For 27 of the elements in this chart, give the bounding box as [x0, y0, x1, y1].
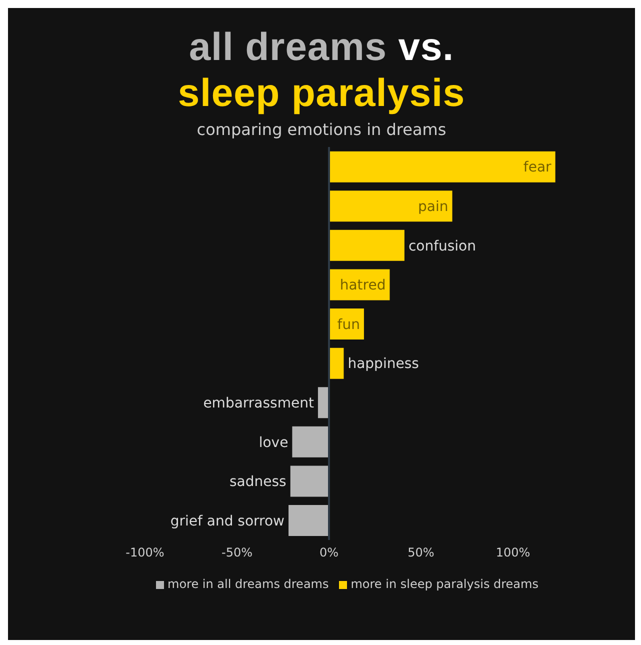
- bar: [288, 505, 329, 536]
- x-tick-label: 50%: [408, 546, 434, 560]
- bar: [329, 230, 404, 261]
- x-tick-label: -100%: [126, 546, 164, 560]
- bar: [290, 466, 329, 497]
- chart-subtitle: comparing emotions in dreams: [196, 119, 448, 141]
- bar: [329, 151, 556, 182]
- y-tick-label: hatred: [340, 278, 386, 294]
- y-tick-label: embarrassment: [203, 396, 314, 412]
- bar: [318, 387, 329, 418]
- y-tick-label: sadness: [230, 474, 286, 490]
- x-tick-label: -50%: [221, 546, 253, 560]
- y-tick-label: happiness: [348, 356, 419, 372]
- legend-label: more in all dreams dreams: [168, 577, 329, 591]
- y-tick-label: love: [258, 434, 288, 451]
- chart-title: all dreams vs. sleep paralysis: [176, 26, 466, 117]
- y-tick-label: grief and sorrow: [170, 513, 285, 530]
- legend-label: more in sleep paralysis dreams: [350, 577, 538, 591]
- y-tick-label: confusion: [408, 238, 476, 254]
- y-tick-label: fear: [523, 160, 552, 176]
- x-tick-label: 100%: [496, 546, 530, 560]
- bar: [292, 426, 329, 458]
- x-tick-label: 0%: [319, 546, 339, 560]
- bar: [329, 190, 452, 222]
- y-tick-label: pain: [418, 199, 448, 216]
- bar: [329, 348, 344, 379]
- y-tick-label: fun: [337, 316, 360, 333]
